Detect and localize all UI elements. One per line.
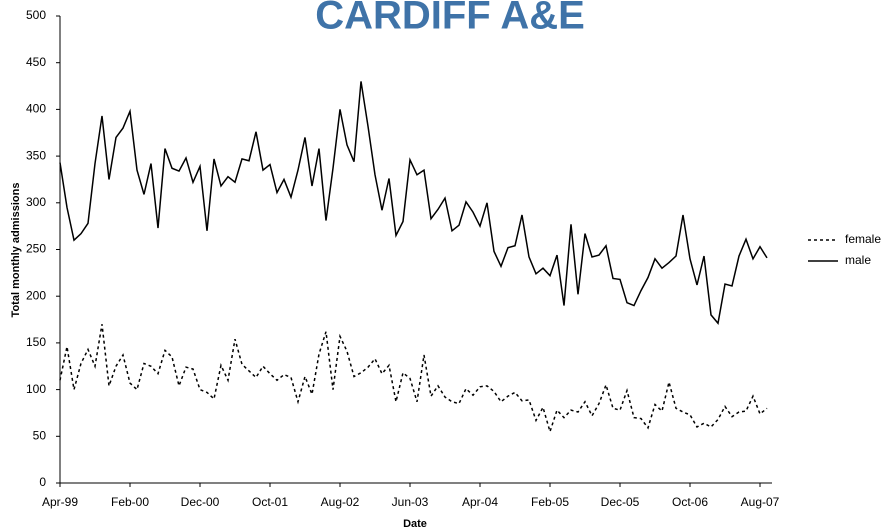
y-tick-label: 400 [26,102,46,116]
x-tick-label: Aug-02 [321,495,360,509]
y-tick-label: 150 [26,335,46,349]
x-tick-label: Aug-07 [741,495,780,509]
y-tick-label: 100 [26,382,46,396]
x-tick-label: Oct-06 [672,495,708,509]
legend-label: female [845,232,881,246]
x-tick-label: Oct-01 [252,495,288,509]
series-line [59,81,768,326]
y-tick-label: 250 [26,242,46,256]
x-tick-label: Apr-99 [42,495,78,509]
chart-title: CARDIFF A&E [315,0,585,38]
x-tick-label: Jun-03 [392,495,429,509]
x-tick-label: Dec-00 [181,495,220,509]
x-tick-label: Feb-05 [531,495,569,509]
x-axis-label: Date [403,518,427,530]
x-tick-label: Dec-05 [601,495,640,509]
y-tick-label: 500 [26,8,46,22]
y-tick-label: 450 [26,55,46,69]
series-line [59,324,768,435]
x-tick-label: Feb-00 [111,495,149,509]
y-axis-label: Total monthly admissions [10,183,22,318]
y-tick-label: 350 [26,148,46,162]
y-tick-label: 300 [26,195,46,209]
x-tick-label: Apr-04 [462,495,498,509]
y-tick-label: 200 [26,288,46,302]
y-tick-label: 50 [33,428,47,442]
y-tick-label: 0 [39,475,46,489]
legend-label: male [845,253,871,267]
